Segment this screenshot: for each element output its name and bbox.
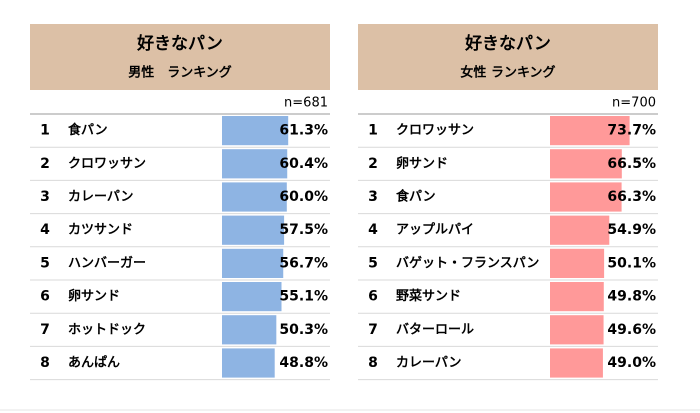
item-name: 卵サンド bbox=[68, 288, 120, 304]
value-label: 60.0% bbox=[279, 189, 328, 205]
bar bbox=[222, 315, 277, 345]
bar bbox=[222, 348, 275, 378]
value-label: 73.7% bbox=[607, 123, 656, 139]
panel-subtitle: 男性 ランキング bbox=[128, 65, 232, 81]
value-label: 48.8% bbox=[279, 355, 328, 371]
value-label: 56.7% bbox=[279, 255, 328, 271]
item-name: バターロール bbox=[396, 322, 474, 337]
rank: 3 bbox=[40, 189, 50, 205]
item-name: 食パン bbox=[68, 122, 108, 138]
panel-subtitle: 女性 ランキング bbox=[460, 65, 555, 81]
bar bbox=[550, 315, 604, 345]
item-name: あんぱん bbox=[68, 355, 120, 371]
value-label: 61.3% bbox=[279, 123, 328, 139]
bar bbox=[550, 149, 622, 179]
bar bbox=[222, 248, 284, 278]
rank: 4 bbox=[368, 222, 378, 238]
rank: 2 bbox=[368, 156, 378, 172]
item-name: カレーパン bbox=[68, 190, 134, 205]
rank: 1 bbox=[40, 123, 50, 139]
item-name: 食パン bbox=[396, 189, 436, 205]
rank: 3 bbox=[368, 189, 378, 205]
sample-size: n=681 bbox=[284, 96, 328, 111]
value-label: 55.1% bbox=[279, 289, 328, 305]
item-name: カツサンド bbox=[68, 223, 133, 238]
value-label: 49.6% bbox=[607, 322, 656, 338]
rank: 5 bbox=[40, 255, 50, 271]
value-label: 57.5% bbox=[279, 222, 328, 238]
rank: 6 bbox=[40, 289, 50, 305]
bar bbox=[222, 215, 285, 245]
rank: 1 bbox=[368, 123, 378, 139]
item-name: クロワッサン bbox=[396, 123, 474, 138]
item-name: ハンバーガー bbox=[68, 256, 146, 271]
panel-title: 好きなパン bbox=[464, 33, 551, 54]
header-box bbox=[30, 24, 330, 90]
rank: 5 bbox=[368, 255, 378, 271]
value-label: 50.3% bbox=[279, 322, 328, 338]
bar bbox=[550, 282, 604, 312]
rank: 7 bbox=[40, 322, 50, 338]
item-name: 野菜サンド bbox=[396, 288, 461, 304]
rank: 4 bbox=[40, 222, 50, 238]
rank: 2 bbox=[40, 156, 50, 172]
value-label: 50.1% bbox=[607, 255, 656, 271]
item-name: ホットドック bbox=[68, 322, 146, 337]
value-label: 66.3% bbox=[607, 189, 656, 205]
rank: 7 bbox=[368, 322, 378, 338]
value-label: 49.0% bbox=[607, 355, 656, 371]
bar bbox=[550, 182, 622, 212]
item-name: 卵サンド bbox=[396, 155, 448, 171]
item-name: アップルパイ bbox=[396, 223, 474, 238]
bar bbox=[550, 116, 630, 146]
bar bbox=[222, 282, 282, 312]
item-name: カレーパン bbox=[396, 356, 462, 371]
rank: 8 bbox=[368, 355, 378, 371]
bar bbox=[222, 149, 288, 179]
bar bbox=[222, 116, 289, 146]
value-label: 60.4% bbox=[279, 156, 328, 172]
panel-title: 好きなパン bbox=[136, 33, 223, 54]
bar bbox=[550, 215, 610, 245]
value-label: 54.9% bbox=[607, 222, 656, 238]
item-name: クロワッサン bbox=[68, 156, 146, 171]
rank: 8 bbox=[40, 355, 50, 371]
header-box bbox=[358, 24, 658, 90]
bar bbox=[550, 248, 605, 278]
value-label: 49.8% bbox=[607, 289, 656, 305]
sample-size: n=700 bbox=[612, 96, 656, 111]
bar bbox=[550, 348, 603, 378]
bar bbox=[222, 182, 287, 212]
value-label: 66.5% bbox=[607, 156, 656, 172]
item-name: バゲット・フランスパン bbox=[396, 255, 539, 271]
rank: 6 bbox=[368, 289, 378, 305]
